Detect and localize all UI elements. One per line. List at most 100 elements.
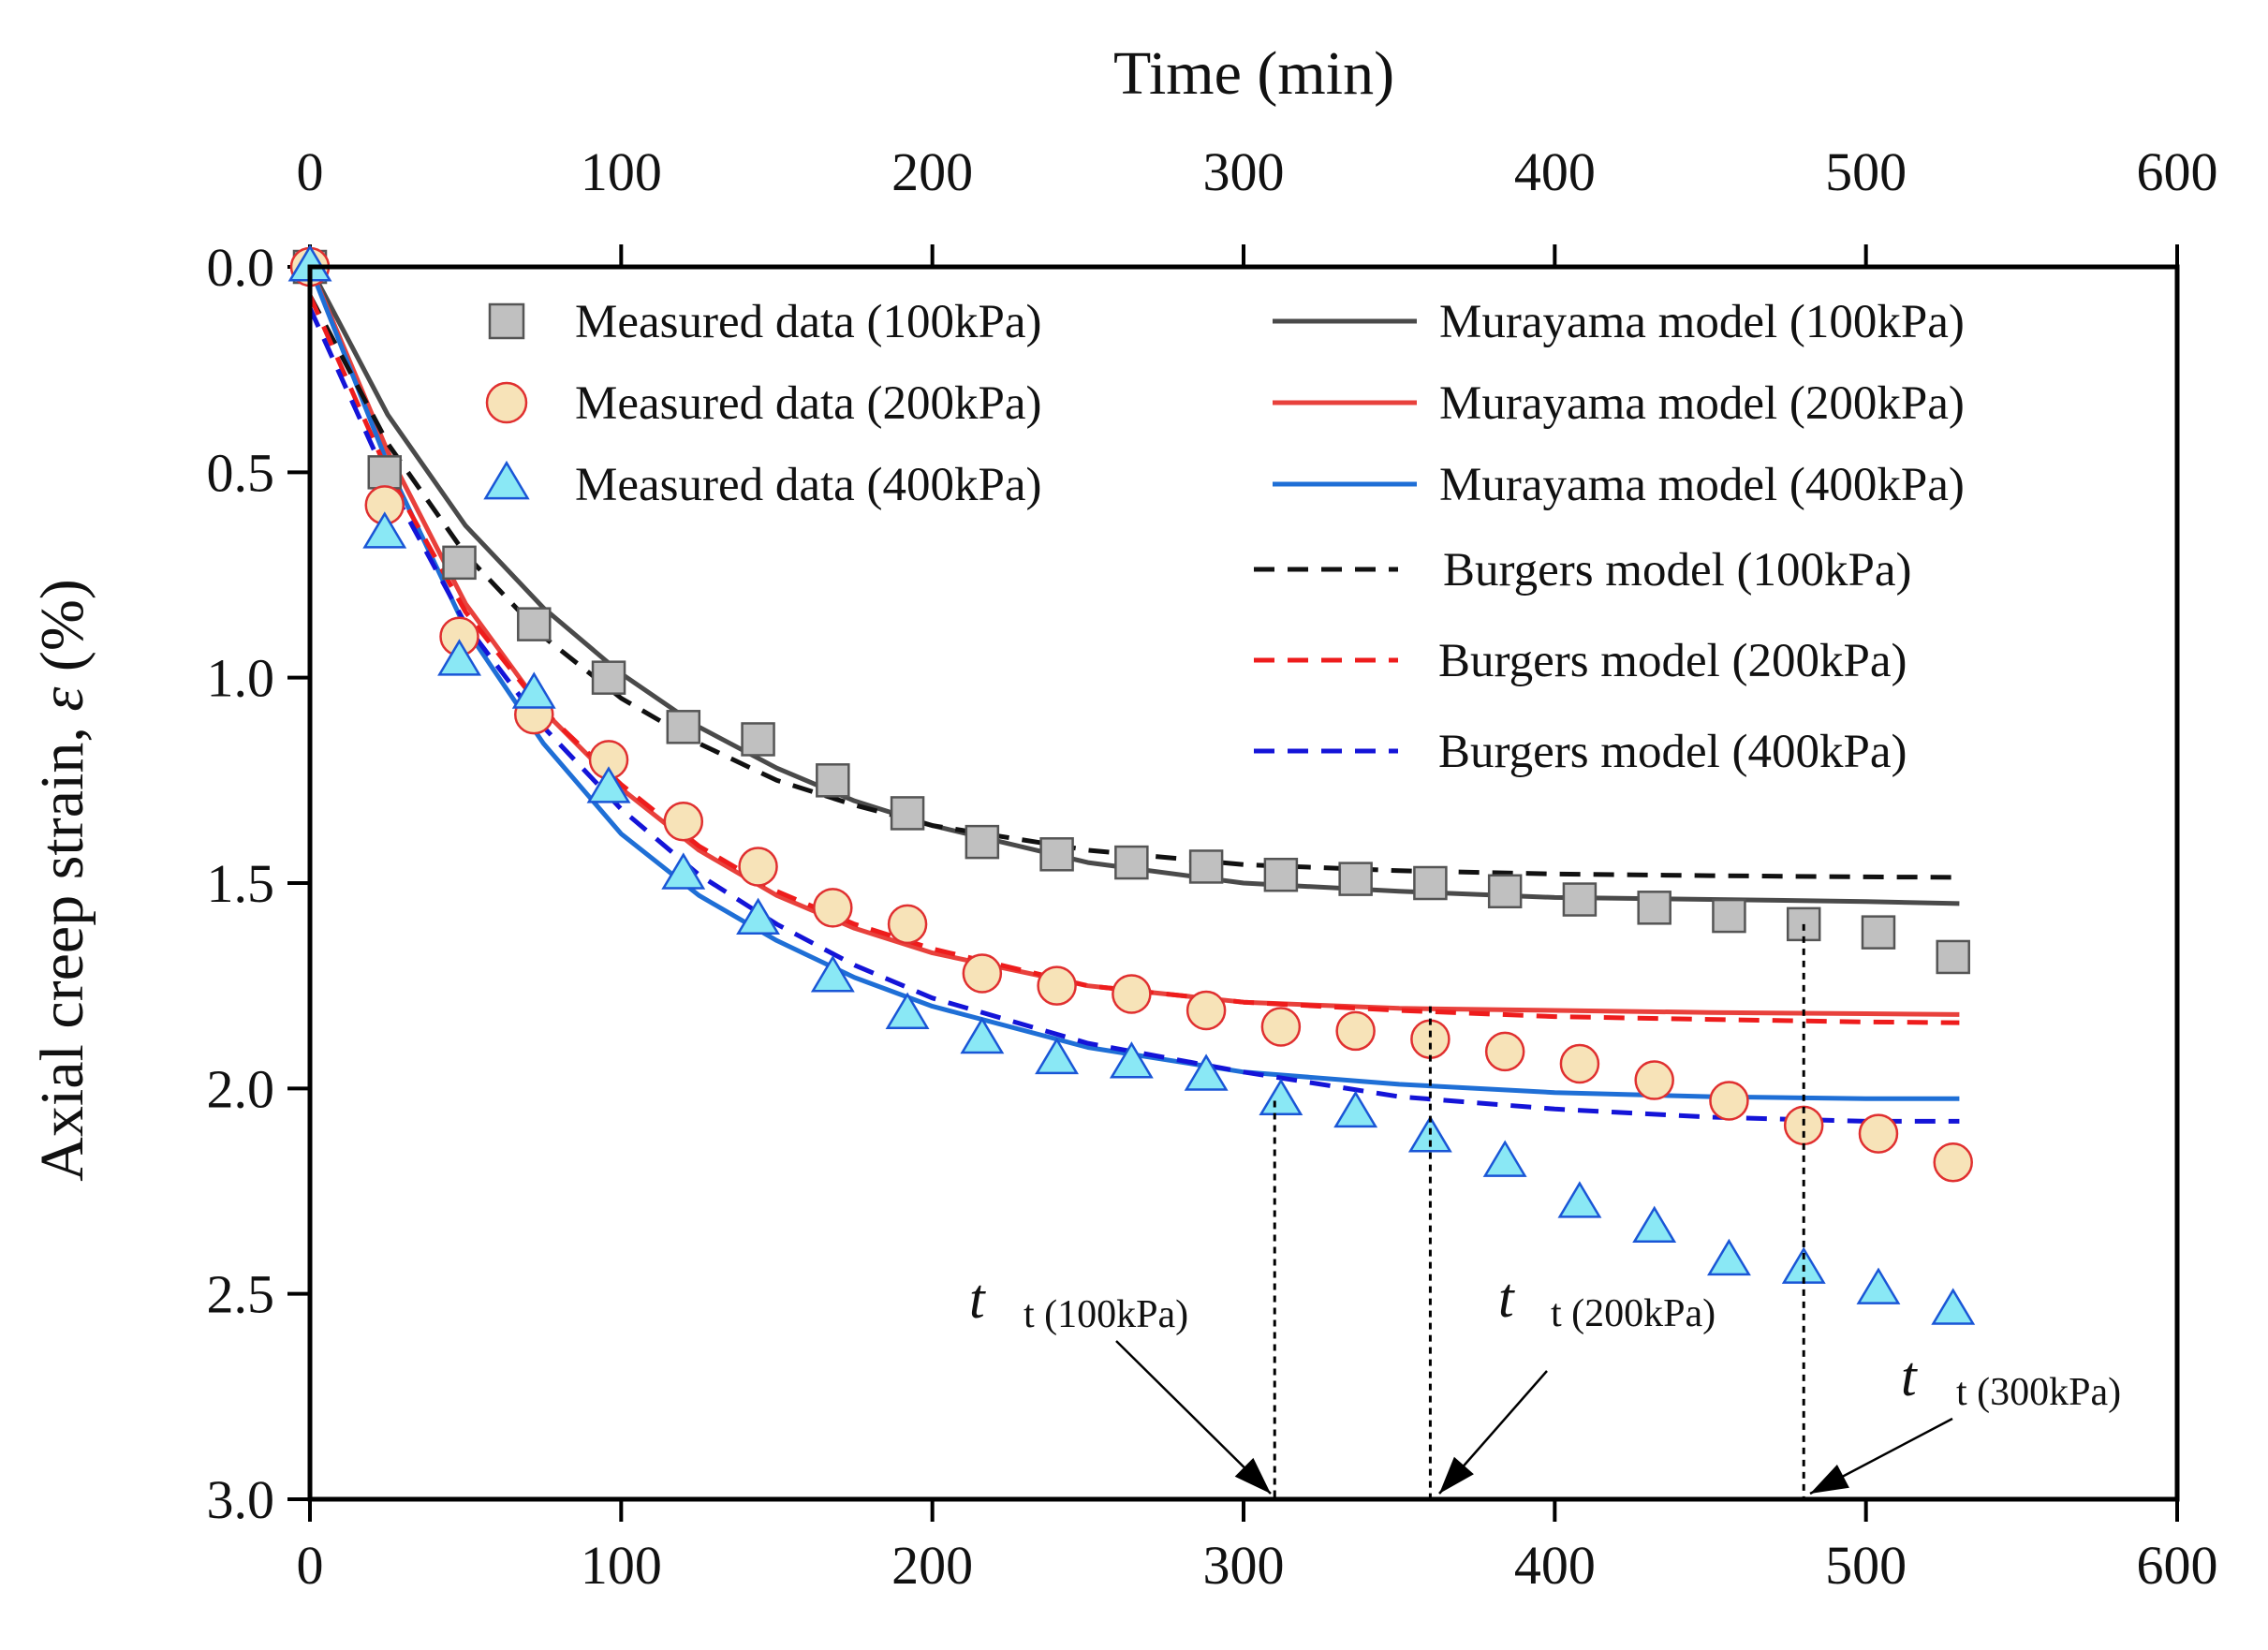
y-tick-label: 2.5 [207, 1264, 275, 1325]
x-tick-label-top: 600 [2137, 141, 2218, 202]
data-point-circle [1335, 1010, 1376, 1052]
annotation-arrow-head [1439, 1456, 1474, 1494]
data-point-triangle [810, 955, 855, 993]
data-point-triangle [1109, 1041, 1154, 1079]
data-point-square [367, 455, 403, 490]
data-point-square [1039, 837, 1074, 872]
measured-marks-layer [287, 244, 1976, 1325]
data-point-triangle [661, 852, 706, 890]
data-point-triangle [1035, 1037, 1079, 1075]
data-point-circle [962, 953, 1003, 994]
data-point-square [1562, 882, 1598, 917]
data-point-square [442, 545, 477, 581]
legend-marker [483, 460, 530, 500]
x-tick-label-top: 0 [297, 141, 324, 202]
data-point-square [1712, 898, 1746, 934]
data-point-triangle [736, 897, 780, 935]
y-tick-label: 0.0 [207, 237, 275, 298]
data-point-triangle [1184, 1053, 1229, 1091]
data-point-circle [887, 904, 928, 945]
data-point-circle [663, 801, 704, 842]
annotation-symbol: t [1498, 1267, 1515, 1329]
x-tick-label-bottom: 200 [891, 1535, 973, 1596]
data-point-triangle [511, 671, 556, 709]
data-point-circle [1260, 1007, 1302, 1047]
model-line [307, 266, 1960, 1017]
annotation-symbol: t [1901, 1346, 1918, 1407]
x-tick-label-top: 200 [891, 141, 973, 202]
x-tick-label-bottom: 100 [581, 1535, 662, 1596]
plot-frame [307, 264, 2180, 1502]
legend-label: Measured data (200kPa) [575, 377, 1042, 430]
data-point-square [1413, 865, 1448, 901]
data-point-square [816, 763, 850, 798]
data-point-triangle [1259, 1078, 1303, 1116]
data-point-square [1487, 874, 1523, 909]
legend-label: Murayama model (200kPa) [1439, 377, 1965, 430]
annotations-layer: t t (100kPa) t t (200kPa) t t (300kPa) [969, 923, 2121, 1499]
annotation-arrow-head [1810, 1465, 1849, 1494]
legend-label: Measured data (100kPa) [575, 296, 1042, 348]
y-axis-title: Axial creep strain, ε (%) [28, 579, 96, 1182]
data-point-square [741, 722, 775, 757]
data-point-triangle [1707, 1238, 1751, 1276]
legend-marker [485, 381, 528, 424]
annotation-subscript: t (100kPa) [1024, 1293, 1188, 1336]
data-point-circle [1037, 965, 1077, 1006]
data-point-circle [813, 888, 853, 928]
y-tick-label: 2.0 [207, 1058, 275, 1119]
x-tick-label-bottom: 400 [1514, 1535, 1596, 1596]
x-tick-label-bottom: 500 [1825, 1535, 1907, 1596]
legend-label: Murayama model (400kPa) [1439, 459, 1965, 511]
data-point-square [591, 660, 626, 695]
data-point-circle [1933, 1142, 1973, 1183]
data-point-square [1936, 939, 1970, 975]
data-point-square [1637, 891, 1672, 925]
data-point-circle [1186, 990, 1227, 1031]
data-point-triangle [885, 992, 930, 1029]
data-point-triangle [1482, 1140, 1527, 1177]
data-point-square [1263, 857, 1299, 892]
y-tick-label: 0.5 [207, 442, 275, 503]
data-point-circle [1709, 1081, 1749, 1121]
data-point-square [890, 796, 925, 831]
y-tick-label: 1.0 [207, 648, 275, 709]
data-point-square [1188, 849, 1224, 884]
y-tick-label: 1.5 [207, 853, 275, 914]
x-tick-label-top: 500 [1825, 141, 1907, 202]
legend-label: Measured data (400kPa) [575, 459, 1042, 511]
y-tick-label: 3.0 [207, 1469, 275, 1530]
model-lines-layer [307, 265, 1960, 1124]
ticks-layer: 0 0 100 100 200 200 300 300 400 400 500 500 600 600 0.… [207, 141, 2218, 1596]
data-point-triangle [1856, 1267, 1901, 1304]
data-point-circle [738, 847, 778, 887]
annotation-subscript: t (200kPa) [1551, 1292, 1716, 1335]
data-point-square [1861, 915, 1896, 950]
data-point-circle [1410, 1019, 1451, 1059]
x-tick-label-bottom: 300 [1203, 1535, 1285, 1596]
x-tick-label-top: 400 [1514, 141, 1596, 202]
data-point-square [1786, 906, 1821, 942]
data-point-square [1114, 845, 1149, 880]
annotation-arrow-head [1234, 1457, 1271, 1494]
legend-label: Burgers model (100kPa) [1443, 544, 1912, 597]
model-line [307, 266, 1960, 1101]
data-point-square [1338, 862, 1373, 896]
model-line [307, 306, 1960, 1124]
legend-label: Murayama model (100kPa) [1439, 296, 1965, 348]
data-point-circle [1634, 1060, 1674, 1100]
annotation-symbol: t [969, 1268, 986, 1330]
data-point-triangle [1333, 1090, 1378, 1128]
data-point-triangle [437, 639, 482, 676]
x-tick-label-top: 300 [1203, 141, 1285, 202]
data-point-triangle [1931, 1288, 1976, 1325]
legend-label: Burgers model (400kPa) [1438, 726, 1907, 778]
legend-marker [488, 302, 525, 340]
annotation-subscript: t (300kPa) [1956, 1371, 2121, 1414]
x-tick-label-top: 100 [581, 141, 662, 202]
data-point-square [517, 607, 552, 641]
data-point-square [965, 824, 1000, 860]
legend: Measured data (100kPa) Measured data (200… [483, 296, 1965, 778]
x-axis-title: Time (min) [1113, 39, 1394, 108]
